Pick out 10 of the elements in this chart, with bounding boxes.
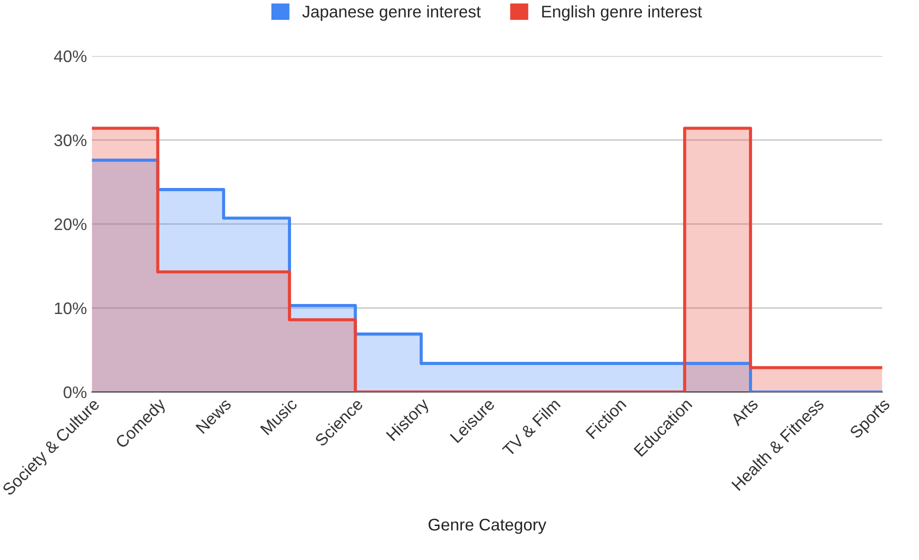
y-tick-label: 0% xyxy=(64,386,86,398)
x-tick-label: Arts xyxy=(730,398,759,426)
y-tick-label: 20% xyxy=(54,218,86,230)
y-tick-label: 30% xyxy=(54,134,86,146)
x-axis-title: Genre Category xyxy=(428,518,546,534)
y-tick-label: 10% xyxy=(54,302,86,314)
y-tick-label: 40% xyxy=(54,50,86,62)
x-tick-label: TV & Film xyxy=(501,398,561,457)
legend-label: Japanese genre interest xyxy=(302,5,481,21)
legend-label: English genre interest xyxy=(542,5,702,21)
